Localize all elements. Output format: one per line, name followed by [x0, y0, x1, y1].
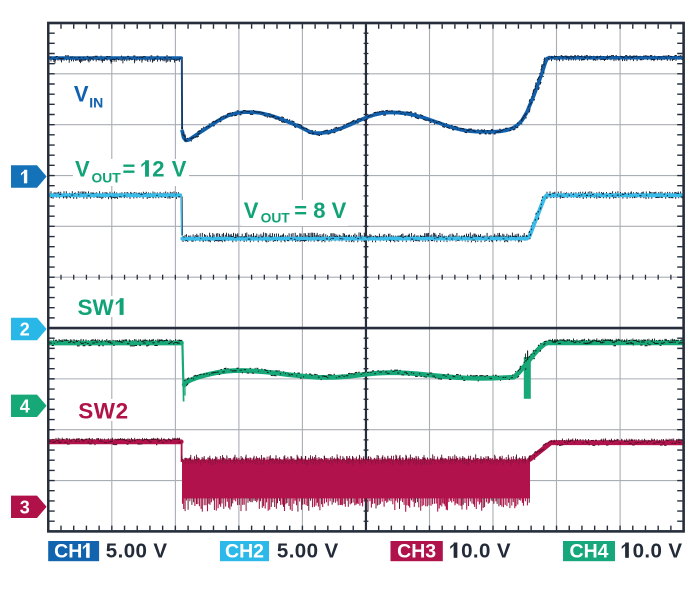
svg-text:SW: SW	[78, 295, 115, 320]
svg-text:V: V	[244, 198, 259, 223]
svg-text:5.00 V: 5.00 V	[277, 540, 339, 563]
svg-text:IN: IN	[89, 94, 103, 110]
svg-text:4: 4	[20, 396, 30, 416]
svg-text:3: 3	[20, 497, 30, 517]
svg-text:CH: CH	[570, 541, 598, 563]
svg-text:= 8 V: = 8 V	[294, 198, 346, 223]
svg-text:2: 2	[152, 157, 164, 182]
svg-text:CH: CH	[397, 541, 425, 563]
svg-text:OUT: OUT	[92, 170, 122, 185]
svg-text:V: V	[75, 157, 90, 182]
svg-text:OUT: OUT	[261, 210, 291, 225]
svg-text:SW2: SW2	[78, 398, 129, 423]
svg-text:0.0 V: 0.0 V	[461, 540, 511, 563]
svg-text:V: V	[74, 82, 89, 107]
svg-text:2: 2	[20, 320, 30, 340]
svg-text:2: 2	[253, 541, 264, 563]
svg-text:V: V	[172, 157, 187, 182]
svg-text:5.00 V: 5.00 V	[106, 540, 168, 563]
svg-text:CH: CH	[225, 541, 253, 563]
svg-text:CH: CH	[54, 541, 82, 563]
svg-text:0.0 V: 0.0 V	[633, 540, 683, 563]
svg-text:3: 3	[425, 541, 436, 563]
svg-text:4: 4	[598, 541, 609, 563]
svg-text:=: =	[123, 157, 136, 182]
